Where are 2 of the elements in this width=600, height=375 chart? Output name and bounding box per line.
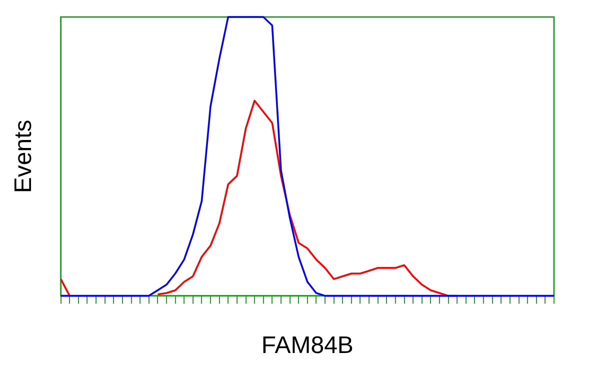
y-axis-title: Events [10, 120, 38, 194]
x-axis-title: FAM84B [261, 332, 354, 360]
